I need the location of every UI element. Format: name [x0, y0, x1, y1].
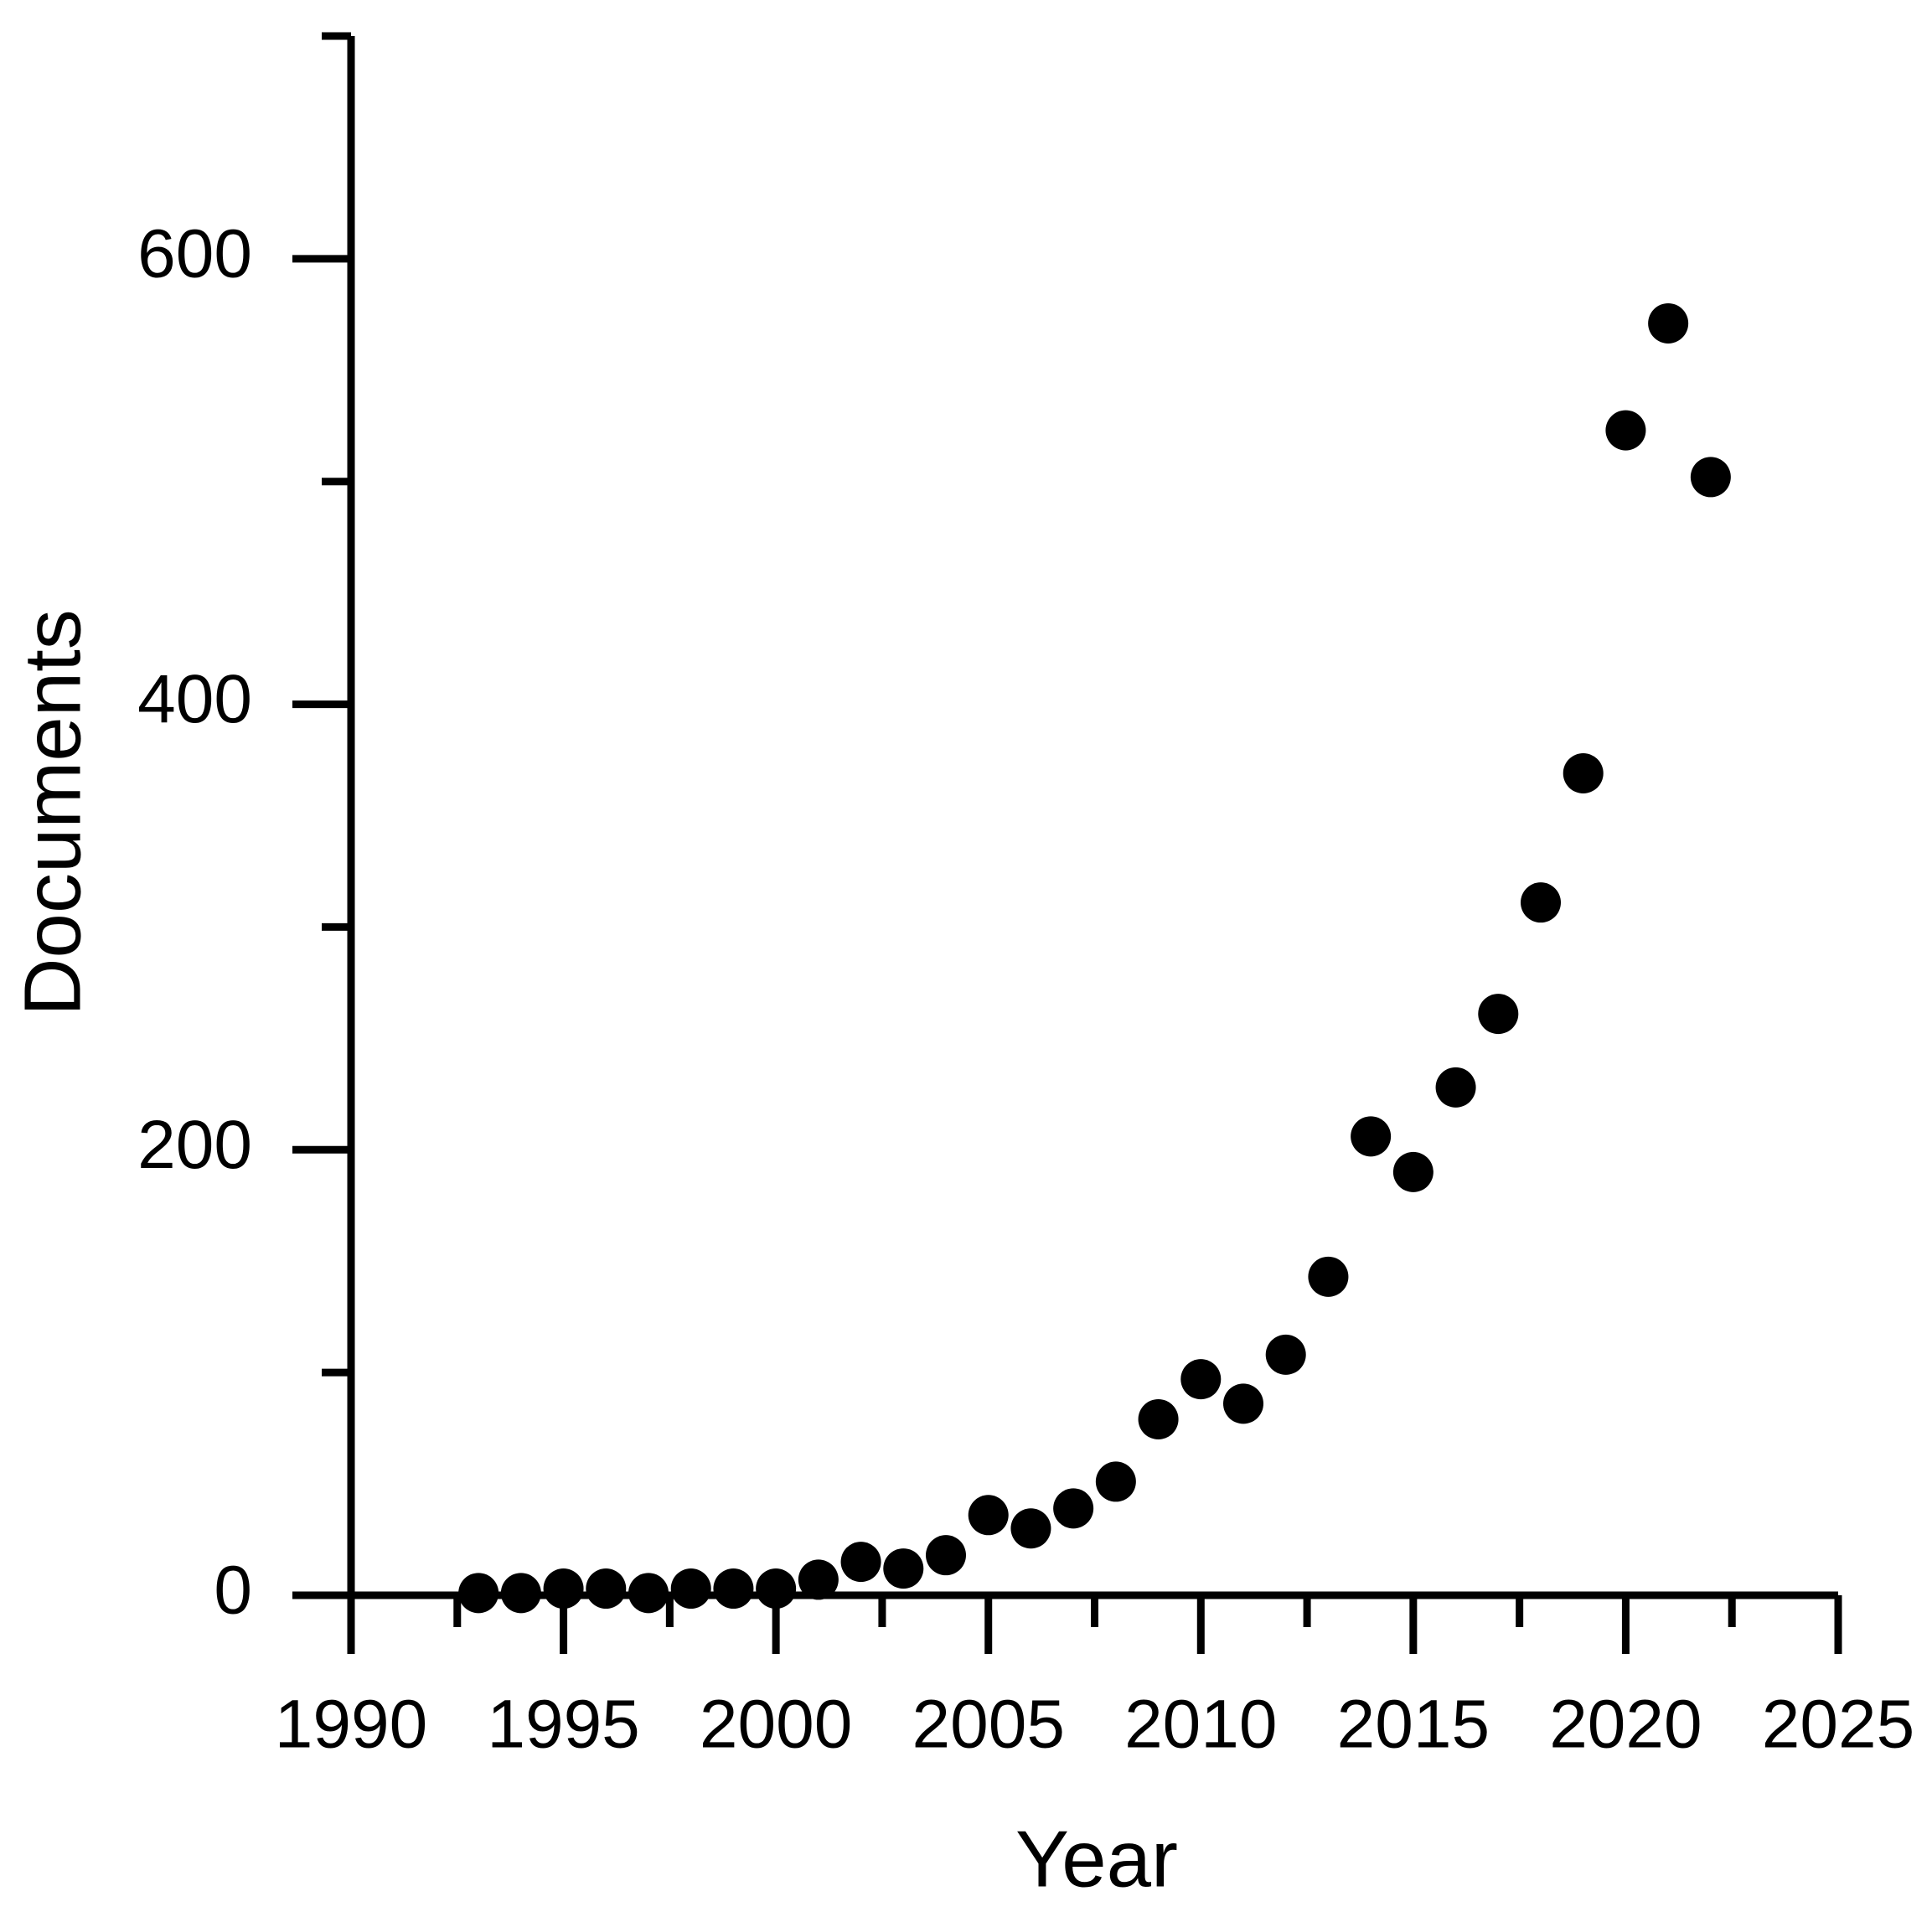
point — [1521, 882, 1561, 923]
point — [1563, 752, 1604, 793]
point — [1605, 410, 1646, 451]
point — [1392, 1151, 1434, 1192]
x-tick-label: 2025 — [1762, 1687, 1914, 1763]
x-tick-label: 1990 — [275, 1687, 427, 1763]
point — [1351, 1116, 1392, 1157]
x-tick-label: 2010 — [1124, 1687, 1277, 1763]
point — [458, 1573, 499, 1614]
x-tick-label: 2015 — [1337, 1687, 1490, 1763]
point — [1308, 1256, 1349, 1297]
point — [500, 1573, 541, 1614]
point — [1435, 1067, 1476, 1108]
x-tick-label: 2000 — [700, 1687, 852, 1763]
point — [1138, 1398, 1179, 1439]
point — [586, 1568, 627, 1610]
point — [1095, 1461, 1136, 1502]
point — [543, 1568, 584, 1610]
point — [1690, 457, 1731, 498]
point — [840, 1542, 881, 1583]
x-tick-label: 1995 — [487, 1687, 639, 1763]
point — [1478, 994, 1519, 1035]
point — [1648, 302, 1689, 344]
y-tick-label: 600 — [137, 216, 252, 292]
x-axis-label: Year — [1015, 1814, 1178, 1904]
x-tick-label: 2005 — [912, 1687, 1065, 1763]
point — [1053, 1488, 1094, 1529]
point — [926, 1535, 966, 1576]
point — [1265, 1334, 1306, 1375]
point — [798, 1559, 839, 1600]
point — [968, 1495, 1009, 1536]
point — [1180, 1359, 1222, 1400]
y-tick-label: 400 — [137, 661, 252, 737]
x-tick-label: 2020 — [1549, 1687, 1702, 1763]
point — [1010, 1508, 1051, 1549]
point — [756, 1568, 797, 1610]
y-tick-label: 0 — [214, 1553, 252, 1629]
point — [628, 1573, 669, 1614]
y-tick-label: 200 — [137, 1107, 252, 1183]
point — [883, 1548, 924, 1589]
y-axis-label: Documents — [8, 609, 97, 1016]
point — [1223, 1383, 1263, 1424]
point — [670, 1568, 711, 1610]
point — [713, 1568, 754, 1610]
